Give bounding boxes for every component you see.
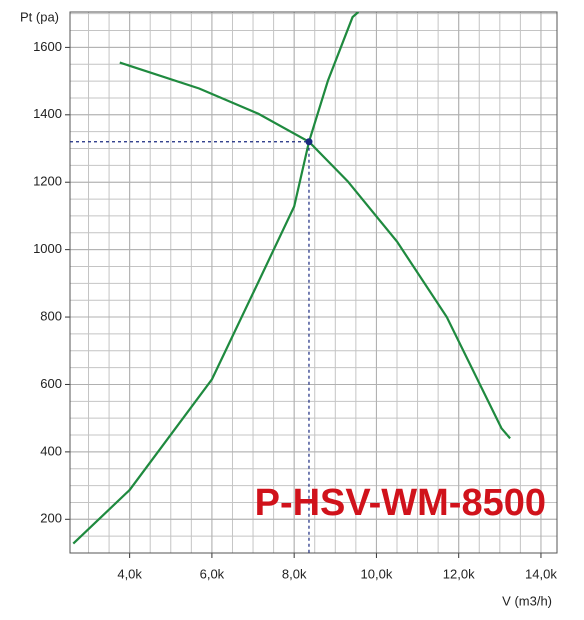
x-tick-label: 10,0k	[361, 566, 393, 581]
y-tick-label: 200	[40, 511, 62, 526]
x-tick-label: 14,0k	[525, 566, 557, 581]
plot-frame	[69, 11, 558, 554]
x-tick-label: 6,0k	[200, 566, 225, 581]
y-tick-label: 400	[40, 443, 62, 458]
y-tick-label: 1600	[33, 39, 62, 54]
x-tick-label: 4,0k	[117, 566, 142, 581]
chart-title: P-HSV-WM-8500	[255, 482, 546, 524]
operating-point	[305, 138, 313, 146]
x-axis-label: V (m3/h)	[502, 593, 552, 608]
y-tick-label: 1400	[33, 106, 62, 121]
y-tick-label: 1200	[33, 174, 62, 189]
x-tick-label: 12,0k	[443, 566, 475, 581]
y-axis-label: Pt (pa)	[20, 9, 59, 24]
curve	[72, 12, 360, 545]
curve	[119, 61, 511, 440]
y-tick-label: 600	[40, 376, 62, 391]
x-tick-label: 8,0k	[282, 566, 307, 581]
y-tick-label: 1000	[33, 241, 62, 256]
y-tick-label: 800	[40, 308, 62, 323]
